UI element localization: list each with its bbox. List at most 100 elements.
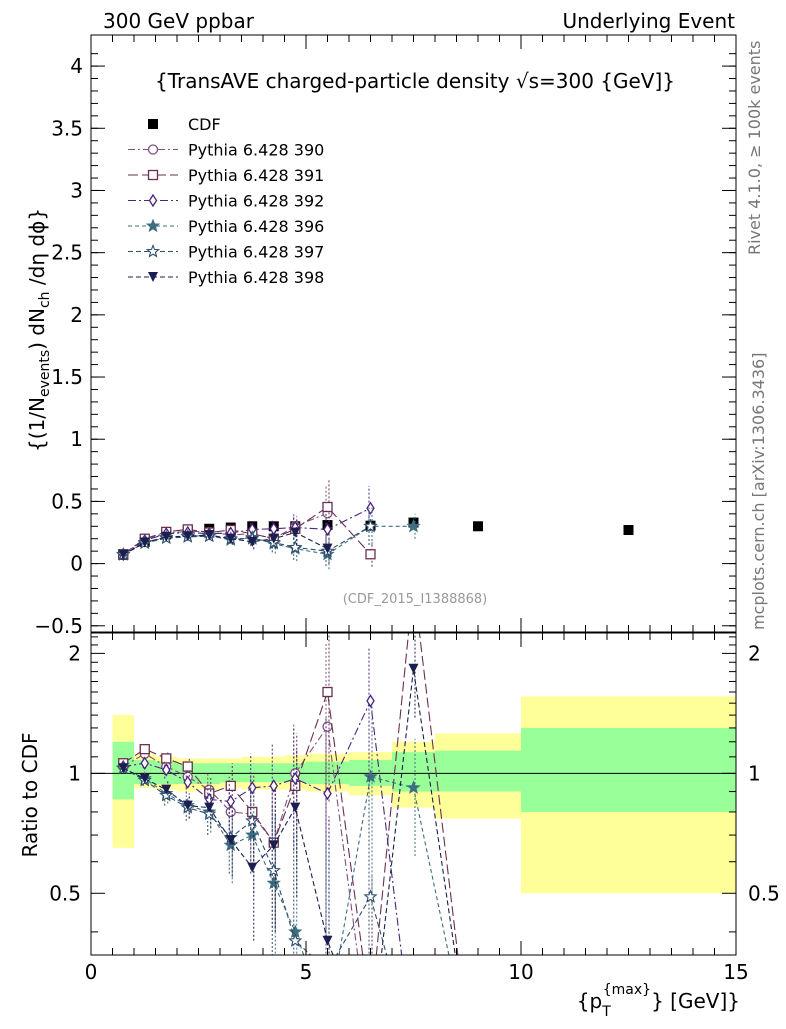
x-axis-label: {pT{max}} [GeV]} (577, 982, 740, 1020)
ratio-y-tick-label: 0.5 (49, 881, 81, 905)
main-y-tick-label: −0.5 (34, 614, 83, 638)
legend-marker-c398 (148, 272, 158, 282)
ratio-marker-c391 (225, 780, 236, 792)
main-series-line-c390 (122, 512, 328, 555)
legend-entry-c390: Pythia 6.428 390 (128, 141, 324, 160)
main-frame (90, 34, 737, 633)
main-y-tick-label: 2.5 (51, 241, 83, 265)
ratio-y-tick-label-right: 2 (748, 641, 761, 665)
main-marker-c398 (225, 533, 236, 544)
main-y-tick-label: 0 (70, 552, 83, 576)
ratio-marker-c396 (266, 875, 281, 890)
mcplots-label: mcplots.cern.ch [arXiv:1306.3436] (749, 353, 768, 630)
main-series-c391 (118, 479, 376, 567)
ratio-marker-c397 (245, 813, 260, 827)
main-series-line-c392 (123, 507, 371, 555)
x-tick-label: 5 (300, 960, 313, 984)
x-tick-label: 15 (723, 960, 748, 984)
ratio-series-c398 (118, 633, 456, 955)
legend-marker-c392 (148, 193, 158, 208)
ratio-marker-c390 (322, 721, 333, 732)
legend-entry-c398: Pythia 6.428 398 (128, 268, 324, 287)
main-marker-c398 (118, 549, 129, 560)
x-tick-label: 0 (85, 960, 98, 984)
main-y-tick-label: 0.5 (51, 489, 83, 513)
ratio-marker-c391 (139, 743, 150, 755)
main-panel: −0.5 0 0.5 1 1.5 2 2.5 3 3.5 4 {TransAVE charged-… (25, 34, 737, 638)
ratio-marker-c392 (140, 756, 150, 770)
main-marker-c397 (363, 518, 378, 533)
ratio-series-c390 (118, 644, 359, 955)
ratio-marker-c392 (323, 786, 332, 801)
ratio-band-inner (435, 750, 521, 792)
ratio-series-c397 (116, 760, 388, 955)
ratio-marker-c398 (290, 802, 301, 813)
ratio-marker-c398 (182, 800, 193, 811)
legend-entry-cdf: CDF (148, 115, 221, 134)
ratio-marker-c397 (202, 806, 217, 821)
legend-entry-c396: Pythia 6.428 396 (128, 217, 324, 236)
ratio-marker-c392 (226, 794, 236, 809)
header-left-label: 300 GeV ppbar (103, 9, 255, 33)
ratio-band-inner (306, 761, 349, 785)
main-marker-c391 (365, 549, 376, 560)
main-marker-c392 (323, 522, 332, 537)
ratio-marker-c397 (159, 787, 174, 802)
ratio-y-axis-label: Ratio to CDF (18, 732, 42, 857)
legend-label: Pythia 6.428 396 (188, 217, 324, 236)
legend: CDF Pythia 6.428 390 Pythia 6.428 391 Pythi… (128, 115, 324, 287)
ratio-marker-c392 (183, 775, 193, 789)
main-marker-c396 (406, 518, 421, 533)
legend-label: Pythia 6.428 391 (188, 166, 324, 185)
ratio-marker-c390 (225, 806, 236, 818)
ratio-marker-c398 (204, 802, 215, 813)
legend-label: Pythia 6.428 390 (188, 141, 324, 160)
ratio-marker-c398 (161, 784, 172, 795)
main-y-tick-label: 1.5 (51, 365, 83, 389)
legend-label: Pythia 6.428 398 (188, 268, 324, 287)
ratio-marker-c398 (139, 773, 150, 784)
main-marker-c398 (322, 543, 333, 554)
main-marker-c398 (247, 536, 258, 547)
main-marker-c398 (268, 533, 279, 544)
ratio-marker-c391 (161, 753, 172, 764)
ratio-y-tick-label-right: 0.5 (748, 881, 780, 905)
main-y-axis-label: {(1/Nevents) dNch /dη dϕ} (25, 208, 53, 452)
ratio-marker-c391 (182, 761, 193, 772)
main-y-tick-label: 4 (70, 54, 83, 78)
header-right-label: Underlying Event (562, 9, 735, 33)
ratio-marker-c398 (408, 663, 419, 674)
main-marker-c398 (204, 529, 215, 540)
main-series-layer (116, 479, 634, 570)
main-series-c398 (118, 520, 333, 564)
legend-entry-c397: Pythia 6.428 397 (128, 243, 324, 262)
ratio-marker-c396 (406, 780, 421, 794)
ratio-band-inner (241, 763, 263, 783)
legend-entry-c392: Pythia 6.428 392 (128, 192, 324, 211)
ratio-marker-c392 (269, 779, 279, 793)
main-y-tick-label: 2 (70, 303, 83, 327)
legend-marker-c391 (147, 169, 159, 181)
ratio-series-layer (116, 633, 459, 955)
ratio-marker-c398 (268, 840, 279, 851)
ratio-series-line-c392 (123, 698, 403, 955)
main-y-tick-label: 3.5 (51, 116, 83, 140)
ratio-marker-c397 (266, 863, 281, 877)
ratio-frame (90, 632, 737, 956)
main-marker-cdf (473, 521, 483, 532)
ratio-panel: 0.5 0.5 1 1 2 2 0 5 10 15 Ratio to CDF {pT{max}} … (18, 632, 780, 1020)
legend-marker-c397 (145, 243, 161, 258)
ratio-series-line-c390 (123, 725, 359, 955)
ratio-marker-c398 (225, 835, 236, 846)
main-series-line-c397 (123, 525, 371, 556)
main-axis-ticks: −0.5 0 0.5 1 1.5 2 2.5 3 3.5 4 (34, 35, 737, 638)
legend-marker-c396 (145, 218, 161, 233)
rivet-version-label: Rivet 4.1.0, ≥ 100k events (745, 41, 764, 255)
ratio-y-tick-label-right: 1 (748, 761, 761, 785)
ratio-marker-c392 (161, 763, 171, 777)
main-marker-c398 (182, 531, 193, 542)
ratio-series-line-c398 (123, 668, 456, 955)
main-marker-cdf (623, 525, 634, 536)
